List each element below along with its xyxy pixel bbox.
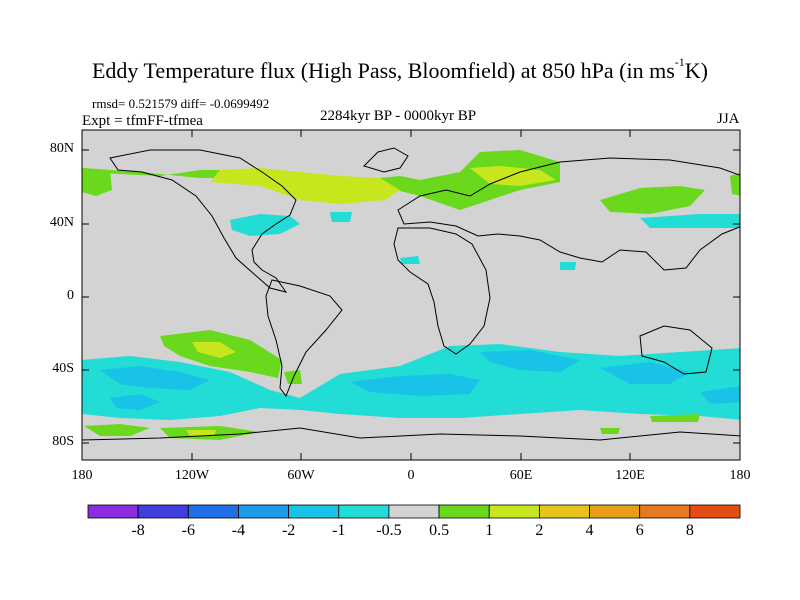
antarctica-coast [82, 427, 740, 441]
southern-ocean-blue-patch [350, 374, 480, 396]
axis-ticks [81, 130, 741, 460]
antarctic-green-patch [84, 424, 150, 436]
colorbar-swatch [488, 504, 540, 519]
colorbar-label: -2 [281, 522, 296, 539]
lon-label: 120E [615, 468, 645, 483]
colorbar-swatch [388, 504, 440, 519]
lat-label: 40S [52, 361, 74, 376]
southern-ocean-blue-patch [110, 394, 160, 410]
colorbar-label: -0.5 [376, 522, 402, 539]
colorbar-swatch [689, 504, 741, 519]
lon-label: 180 [729, 468, 751, 483]
antarctic-green-patch [650, 414, 700, 422]
colorbar-swatch [589, 504, 641, 519]
southern-ocean-blue-patch [600, 362, 690, 384]
period-label: 2284kyr BP - 0000kyr BP [320, 108, 477, 124]
lat-label: 0 [67, 288, 74, 303]
colorbar-swatch [338, 504, 390, 519]
colorbar-swatch [238, 504, 290, 519]
colorbar-swatch [438, 504, 490, 519]
colorbar-label: -1 [332, 522, 346, 539]
greenland-coast [363, 147, 409, 173]
colorbar-label: -6 [181, 522, 195, 539]
colorbar-label: 1 [485, 522, 494, 539]
experiment-label: Expt = tfmFF-tfmea [82, 113, 203, 129]
stats-label: rmsd= 0.521579 diff= -0.0699492 [92, 96, 270, 111]
figure-title: Eddy Temperature flux (High Pass, Bloomf… [91, 54, 708, 83]
colorbar-label: 2 [535, 522, 544, 539]
lon-label: 0 [407, 468, 415, 483]
north-cyan-patch [560, 262, 576, 270]
africa-coast [393, 227, 491, 355]
colorbar-swatch [538, 504, 590, 519]
southern-ocean-blue-patch [480, 350, 580, 372]
east-asia-green-patch [730, 172, 740, 196]
colorbar-swatch [288, 504, 340, 519]
colorbar-label: 6 [635, 522, 644, 539]
colorbar-swatch [187, 504, 239, 519]
north-america-yellow-patch [210, 168, 400, 204]
north-cyan-patch [400, 256, 420, 264]
colorbar-swatch [87, 504, 139, 519]
lat-label: 80N [49, 141, 74, 156]
north-america-coast [109, 149, 297, 293]
colorbar-swatch [639, 504, 691, 519]
south-pacific-yellow-patch [192, 342, 236, 358]
west-pacific-green-patch [82, 168, 112, 196]
lat-label: 80S [52, 434, 74, 449]
season-label: JJA [717, 111, 740, 127]
southern-ocean-blue-patch [100, 366, 210, 390]
siberia-green-patch [600, 186, 705, 214]
scandinavia-yellow-patch [470, 166, 556, 186]
colorbar-label: -8 [131, 522, 145, 539]
lon-label: 120W [174, 468, 210, 483]
colorbar-label: -4 [231, 522, 246, 539]
colorbar-swatch [137, 504, 189, 519]
eurasia-coast [397, 157, 740, 271]
colorbar [87, 504, 741, 519]
lon-label: 180 [71, 468, 93, 483]
south-atlantic-green-patch [284, 370, 302, 384]
south-america-coast [265, 279, 343, 398]
antarctic-green-patch [600, 428, 620, 434]
lon-label: 60E [509, 468, 533, 483]
colorbar-label: 0.5 [429, 522, 450, 539]
colorbar-label: 4 [585, 522, 594, 539]
australia-coast [639, 325, 713, 375]
lat-label: 40N [49, 215, 74, 230]
colorbar-label: 8 [685, 522, 694, 539]
north-cyan-patch [330, 212, 352, 222]
coastlines [82, 147, 740, 441]
lon-label: 60W [287, 468, 315, 483]
flux-contours [82, 150, 740, 440]
north-cyan-patch [640, 214, 740, 228]
antarctic-yellow-patch [186, 430, 216, 436]
southern-ocean-blue-patch [700, 386, 740, 404]
